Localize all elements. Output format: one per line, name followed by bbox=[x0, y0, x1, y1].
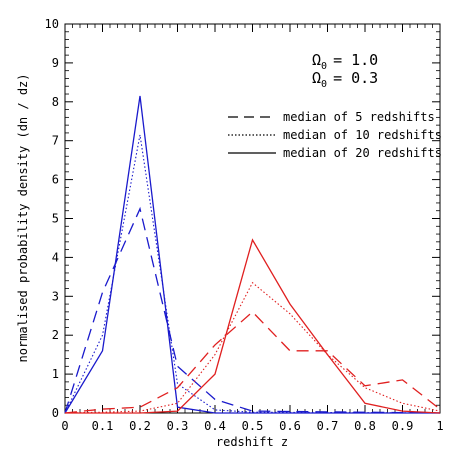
series-line-red-solid bbox=[65, 238, 441, 414]
y-tick-label: 8 bbox=[52, 95, 59, 109]
omega-symbol-1: Ω bbox=[312, 51, 321, 69]
omega-subscript-2: 0 bbox=[321, 79, 327, 90]
x-tick-label: 0.7 bbox=[317, 419, 339, 433]
omega-symbol-2: Ω bbox=[312, 69, 321, 87]
x-tick-label: 0.2 bbox=[129, 419, 151, 433]
x-tick-label: 0.8 bbox=[354, 419, 376, 433]
y-tick-label: 3 bbox=[52, 289, 59, 303]
svg-text:Ω0= 0.3: Ω0 = 0.3 bbox=[312, 69, 378, 90]
series-line-blue-solid bbox=[64, 95, 440, 414]
y-tick-label: 10 bbox=[45, 17, 59, 31]
svg-text:Ω0= 1.0: Ω0 = 1.0 bbox=[312, 51, 378, 72]
series-line-blue-dotted bbox=[64, 134, 441, 414]
omega-subscript-1: 0 bbox=[321, 61, 327, 72]
cosmology-label-2: Ω0 = 0.3 bbox=[312, 69, 378, 90]
x-tick-label: 0.3 bbox=[167, 419, 189, 433]
y-tick-label: 0 bbox=[52, 406, 59, 420]
y-tick-label: 6 bbox=[52, 173, 59, 187]
legend-label-dashed: median of 5 redshifts bbox=[283, 110, 435, 124]
y-tick-label: 4 bbox=[52, 250, 59, 264]
series-group bbox=[64, 95, 441, 414]
x-tick-label: 0.4 bbox=[204, 419, 226, 433]
series-line-red-dotted bbox=[64, 281, 441, 414]
legend-label-solid: median of 20 redshifts bbox=[283, 146, 442, 160]
axis-ticks: 0 0.1 0.2 0.3 0.4 0.5 0.6 0.7 0.8 0.9 101234567891… bbox=[45, 17, 444, 433]
x-tick-label: 0.5 bbox=[242, 419, 264, 433]
plot-frame bbox=[64, 23, 441, 414]
legend: median of 5 redshifts median of 10 redsh… bbox=[228, 110, 442, 160]
x-tick-label: 0 bbox=[61, 419, 68, 433]
y-tick-label: 7 bbox=[52, 134, 59, 148]
legend-label-dotted: median of 10 redshifts bbox=[283, 128, 442, 142]
omega-value-1: = 1.0 bbox=[333, 51, 378, 69]
y-tick-label: 1 bbox=[52, 367, 59, 381]
y-tick-label: 9 bbox=[52, 56, 59, 70]
omega-value-2: = 0.3 bbox=[333, 69, 378, 87]
cosmology-label-1: Ω0 = 1.0 bbox=[312, 51, 378, 72]
x-tick-label: 0.6 bbox=[279, 419, 301, 433]
y-tick-label: 2 bbox=[52, 328, 59, 342]
y-tick-label: 5 bbox=[52, 212, 59, 226]
y-axis-label: normalised probability density (dn / dz) bbox=[16, 74, 30, 363]
x-axis-label: redshift z bbox=[216, 435, 288, 449]
x-tick-label: 0.1 bbox=[92, 419, 114, 433]
series-line-red-dashed bbox=[64, 311, 441, 414]
x-tick-label: 1 bbox=[436, 419, 443, 433]
x-tick-label: 0.9 bbox=[392, 419, 414, 433]
